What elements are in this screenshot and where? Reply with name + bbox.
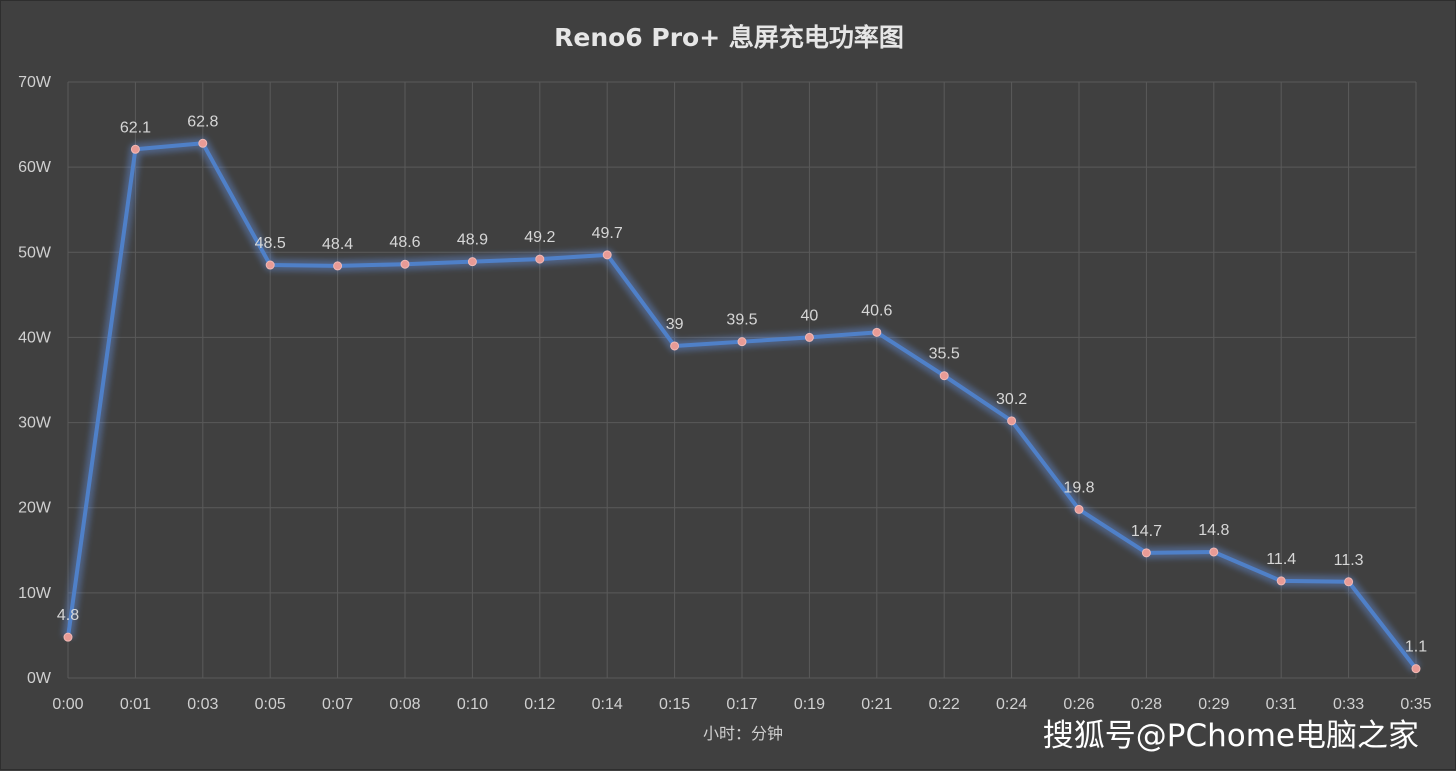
x-tick-label: 0:05 [255, 696, 286, 713]
watermark-text: 搜狐号@PChome电脑之家 [1042, 718, 1419, 754]
data-label: 39.5 [726, 312, 757, 329]
data-point [265, 260, 275, 270]
data-point [198, 138, 208, 148]
x-axis-title: 小时：分钟 [703, 724, 783, 743]
data-label: 1.1 [1405, 639, 1427, 656]
data-point [602, 250, 612, 260]
data-label: 49.2 [524, 229, 555, 246]
data-point [535, 254, 545, 264]
data-label: 48.5 [255, 235, 286, 252]
data-point [804, 332, 814, 342]
data-label: 48.9 [457, 232, 488, 249]
data-label: 11.3 [1334, 552, 1364, 569]
x-tick-label: 0:17 [726, 696, 757, 713]
x-tick-label: 0:35 [1400, 696, 1431, 713]
chart-title: Reno6 Pro+ 息屏充电功率图 [554, 23, 904, 52]
y-tick-label: 50W [18, 244, 52, 261]
data-label: 4.8 [57, 607, 79, 624]
x-tick-label: 0:19 [794, 696, 825, 713]
x-tick-label: 0:29 [1198, 696, 1229, 713]
y-tick-label: 0W [27, 670, 52, 687]
data-label: 62.1 [120, 119, 151, 136]
x-tick-label: 0:08 [389, 696, 420, 713]
data-point [1074, 504, 1084, 514]
data-label: 14.7 [1131, 523, 1162, 540]
x-tick-label: 0:00 [52, 696, 83, 713]
data-label: 48.4 [322, 236, 353, 253]
data-point [130, 144, 140, 154]
data-point [63, 632, 73, 642]
grid [67, 81, 1417, 679]
x-tick-label: 0:24 [996, 696, 1027, 713]
data-point [872, 327, 882, 337]
x-tick-label: 0:12 [524, 696, 555, 713]
data-point [737, 337, 747, 347]
x-tick-label: 0:31 [1266, 696, 1297, 713]
y-axis-ticks: 0W 10W 20W 30W 40W 50W 60W 70W [18, 74, 52, 687]
data-label: 11.4 [1266, 551, 1296, 568]
data-point [1411, 664, 1421, 674]
data-point [1007, 416, 1017, 426]
data-label: 39 [666, 316, 684, 333]
x-tick-label: 0:03 [187, 696, 218, 713]
y-tick-label: 70W [18, 74, 52, 91]
data-label: 30.2 [996, 391, 1027, 408]
x-tick-label: 0:21 [861, 696, 892, 713]
data-label: 35.5 [929, 346, 960, 363]
data-label: 19.8 [1063, 479, 1094, 496]
x-tick-label: 0:07 [322, 696, 353, 713]
x-tick-label: 0:15 [659, 696, 690, 713]
x-tick-label: 0:01 [120, 696, 151, 713]
data-point [1276, 576, 1286, 586]
y-tick-label: 20W [18, 500, 52, 517]
y-tick-label: 30W [18, 415, 52, 432]
data-label: 14.8 [1198, 522, 1229, 539]
data-point [670, 341, 680, 351]
y-tick-label: 10W [18, 585, 52, 602]
y-tick-label: 40W [18, 329, 52, 346]
data-point [1209, 547, 1219, 557]
data-label: 40 [801, 307, 819, 324]
data-point [939, 371, 949, 381]
x-tick-label: 0:33 [1333, 696, 1364, 713]
data-point [467, 257, 477, 267]
data-label: 62.8 [187, 113, 218, 130]
x-tick-label: 0:14 [592, 696, 623, 713]
data-labels: 4.8 62.1 62.8 48.5 48.4 48.6 48.9 49.2 49.7 39 39.… [57, 113, 1427, 655]
x-tick-label: 0:28 [1131, 696, 1162, 713]
series-power [62, 137, 1421, 674]
data-point [400, 259, 410, 269]
data-point [333, 261, 343, 271]
data-point [1141, 548, 1151, 558]
data-label: 48.6 [389, 234, 420, 251]
data-label: 40.6 [861, 302, 892, 319]
x-axis-ticks: 0:00 0:01 0:03 0:05 0:07 0:08 0:10 0:12 0:14 0:15… [52, 696, 1431, 713]
y-tick-label: 60W [18, 159, 52, 176]
data-label: 49.7 [592, 225, 623, 242]
data-point [1344, 577, 1354, 587]
x-tick-label: 0:26 [1063, 696, 1094, 713]
x-tick-label: 0:22 [929, 696, 960, 713]
x-tick-label: 0:10 [457, 696, 488, 713]
